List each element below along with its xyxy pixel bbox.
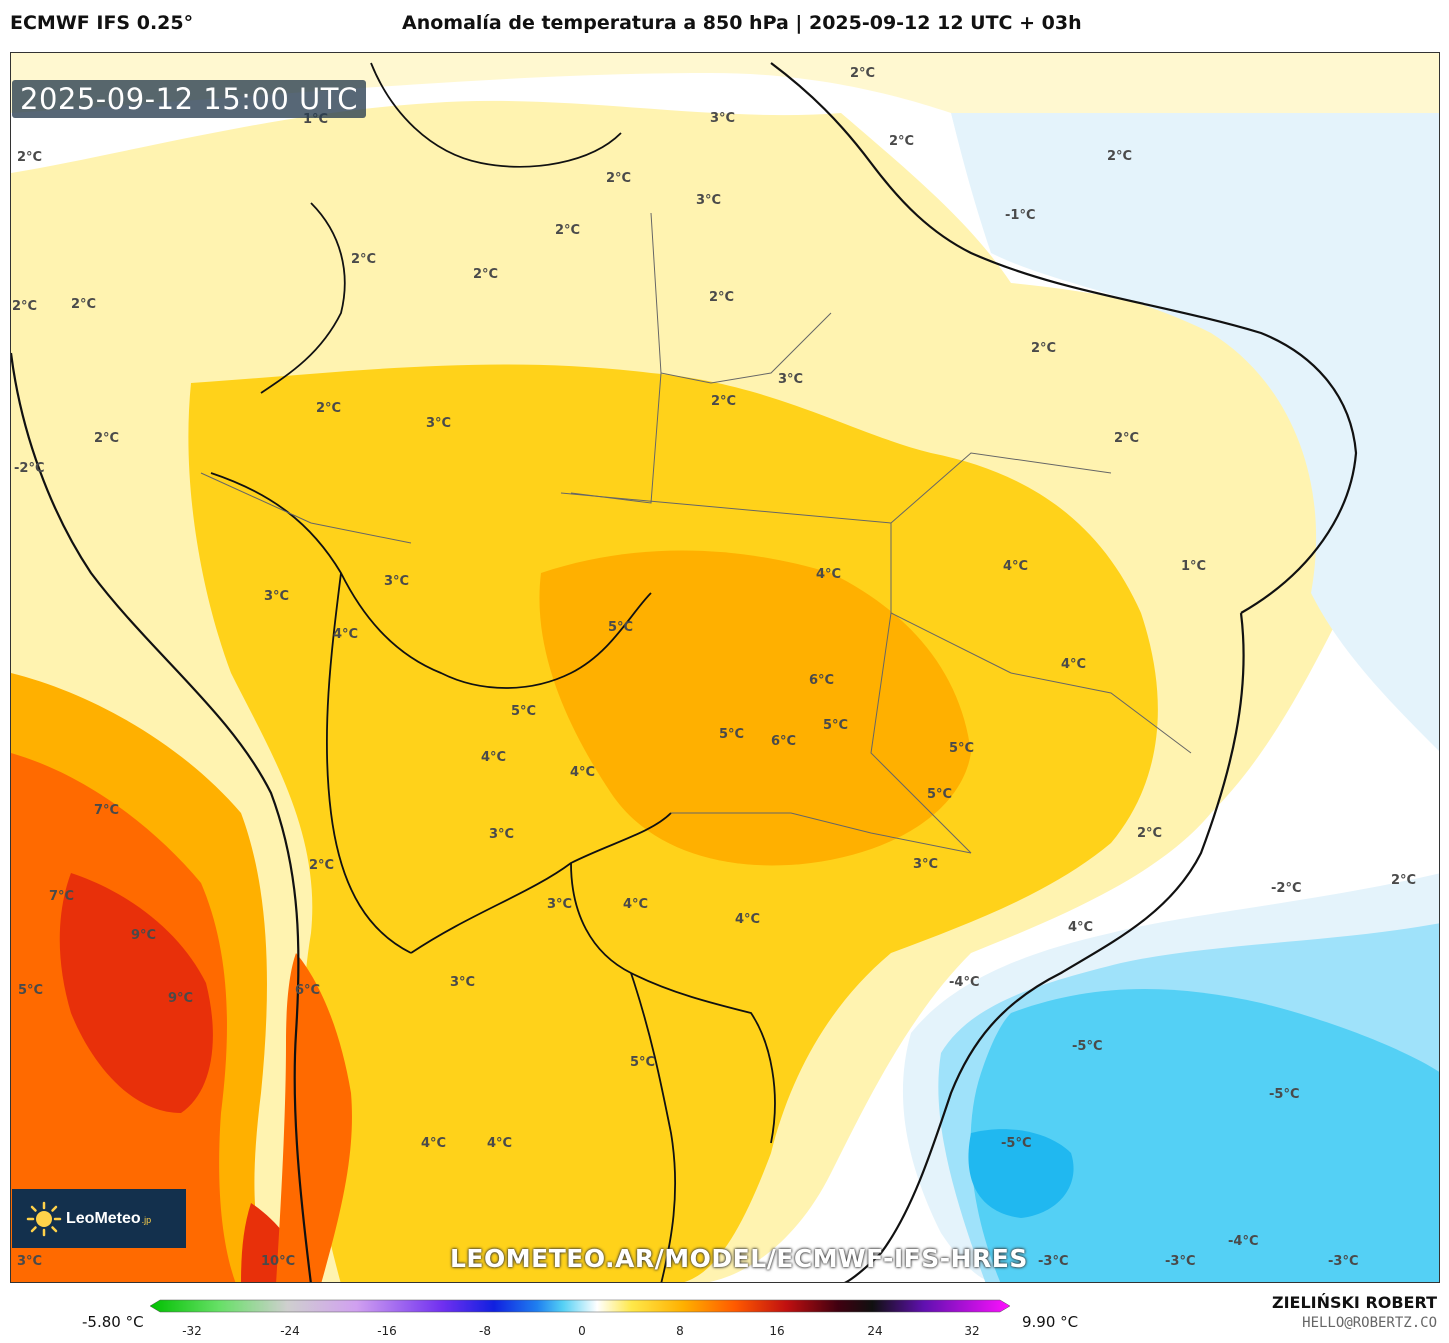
author-name: ZIELIŃSKI ROBERT — [1271, 1293, 1437, 1312]
contour-label: 5°C — [927, 787, 952, 802]
contour-label: 5°C — [511, 704, 536, 719]
contour-label: 4°C — [816, 567, 841, 582]
source-watermark: LEOMETEO.AR/MODEL/ECMWF-IFS-HRES — [450, 1244, 1028, 1273]
contour-label: 5°C — [18, 983, 43, 998]
temperature-anomaly-map: 1°C 2°C 2°C 2°C 2°C 3°C 3°C 2°C 2°C 2°C … — [11, 53, 1439, 1282]
contour-label: 4°C — [1061, 657, 1086, 672]
contour-label: 4°C — [481, 750, 506, 765]
colorbar: -32 -24 -16 -8 0 8 16 24 32 — [149, 1299, 1012, 1343]
contour-label: -5°C — [1001, 1136, 1031, 1151]
contour-label: 2°C — [12, 299, 37, 314]
contour-label: 4°C — [1003, 559, 1028, 574]
scale-min-label: -5.80 °C — [82, 1313, 144, 1331]
contour-label: 2°C — [316, 401, 341, 416]
contour-label: 2°C — [709, 290, 734, 305]
colorbar-tick: -16 — [377, 1324, 397, 1338]
contour-label: 4°C — [623, 897, 648, 912]
contour-label: 9°C — [131, 928, 156, 943]
colorbar-tick: 8 — [676, 1324, 684, 1338]
contour-label: 2°C — [309, 858, 334, 873]
colorbar-tick: 16 — [769, 1324, 784, 1338]
contour-label: 2°C — [711, 394, 736, 409]
contour-label: 3°C — [450, 975, 475, 990]
contour-label: 5°C — [719, 727, 744, 742]
contour-label: -1°C — [1005, 208, 1035, 223]
colorbar-tick: -8 — [479, 1324, 491, 1338]
colorbar-tick: -32 — [182, 1324, 202, 1338]
contour-label: 4°C — [421, 1136, 446, 1151]
contour-label: 2°C — [351, 252, 376, 267]
contour-label: 7°C — [49, 889, 74, 904]
contour-label: 5°C — [949, 741, 974, 756]
sun-icon — [26, 1201, 62, 1236]
valid-time-badge: 2025-09-12 15:00 UTC — [12, 80, 367, 118]
contour-label: -5°C — [1072, 1039, 1102, 1054]
contour-label: 5°C — [630, 1055, 655, 1070]
contour-label: 2°C — [1391, 873, 1416, 888]
contour-label: 2°C — [606, 171, 631, 186]
contour-label: 2°C — [1107, 149, 1132, 164]
contour-labels: 1°C 2°C 2°C 2°C 2°C 3°C 3°C 2°C 2°C 2°C … — [12, 66, 1416, 1269]
map-panel: 1°C 2°C 2°C 2°C 2°C 3°C 3°C 2°C 2°C 2°C … — [10, 52, 1440, 1283]
contour-label: 5°C — [608, 620, 633, 635]
colorbar-tick: 32 — [964, 1324, 979, 1338]
contour-label: 3°C — [710, 111, 735, 126]
contour-label: 6°C — [809, 673, 834, 688]
scale-max-label: 9.90 °C — [1022, 1313, 1079, 1331]
contour-label: 3°C — [426, 416, 451, 431]
colorbar-tick: 24 — [867, 1324, 882, 1338]
contour-label: 4°C — [487, 1136, 512, 1151]
contour-label: -2°C — [1271, 881, 1301, 896]
contour-label: 10°C — [261, 1254, 295, 1269]
contour-label: 5°C — [823, 718, 848, 733]
contour-label: 3°C — [489, 827, 514, 842]
contour-label: 3°C — [384, 574, 409, 589]
contour-label: 2°C — [94, 431, 119, 446]
country-borders — [210, 62, 776, 1282]
colorbar-tick: 0 — [578, 1324, 586, 1338]
contour-label: 3°C — [264, 589, 289, 604]
leometeo-logo: LeoMeteo.jp — [12, 1189, 186, 1248]
contour-label: 2°C — [850, 66, 875, 81]
contour-label: -3°C — [1328, 1254, 1358, 1269]
contour-label: 2°C — [1114, 431, 1139, 446]
author-contact: HELLO@ROBERTZ.CO — [1302, 1315, 1437, 1331]
contour-label: 6°C — [295, 983, 320, 998]
contour-label: 3°C — [547, 897, 572, 912]
contour-label: 2°C — [17, 150, 42, 165]
contour-label: -4°C — [1228, 1234, 1258, 1249]
contour-label: 7°C — [94, 803, 119, 818]
model-name: ECMWF IFS 0.25° — [10, 12, 194, 34]
contour-label: -3°C — [1165, 1254, 1195, 1269]
state-borders — [200, 212, 1192, 854]
contour-label: 2°C — [1137, 826, 1162, 841]
chart-title: Anomalía de temperatura a 850 hPa | 2025… — [402, 12, 1082, 34]
contour-label: 2°C — [71, 297, 96, 312]
contour-label: -4°C — [949, 975, 979, 990]
contour-label: 4°C — [570, 765, 595, 780]
contour-label: 4°C — [333, 627, 358, 642]
contour-label: 1°C — [1181, 559, 1206, 574]
contour-label: -3°C — [1038, 1254, 1068, 1269]
contour-label: 3°C — [778, 372, 803, 387]
contour-label: -5°C — [1269, 1087, 1299, 1102]
contour-label: 3°C — [17, 1254, 42, 1269]
colorbar-tick: -24 — [280, 1324, 300, 1338]
contour-label: 3°C — [913, 857, 938, 872]
contour-label: 3°C — [696, 193, 721, 208]
contour-label: 2°C — [555, 223, 580, 238]
logo-text: LeoMeteo.jp — [66, 1209, 152, 1227]
contour-label: 2°C — [1031, 341, 1056, 356]
contour-label: 9°C — [168, 991, 193, 1006]
contour-label: 6°C — [771, 734, 796, 749]
contour-label: -2°C — [14, 461, 44, 476]
coastline — [11, 62, 1358, 1282]
contour-label: 2°C — [889, 134, 914, 149]
contour-label: 2°C — [473, 267, 498, 282]
contour-label: 4°C — [735, 912, 760, 927]
contour-label: 4°C — [1068, 920, 1093, 935]
